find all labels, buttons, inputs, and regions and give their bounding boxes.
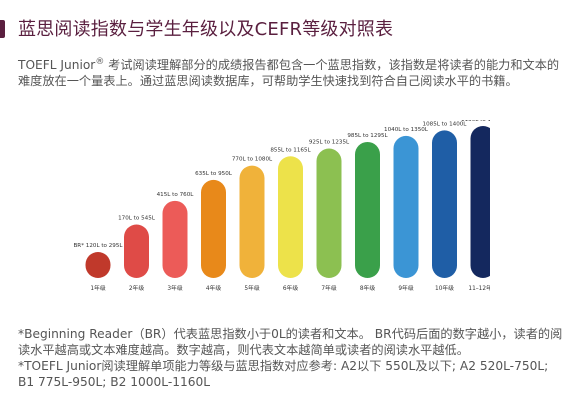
range-label-2: 170L to 545L [118, 215, 156, 221]
bar-grade-9 [393, 135, 419, 278]
grade-label-3: 3年级 [167, 284, 182, 292]
grade-label-4: 4年级 [206, 284, 221, 292]
grade-label-8: 8年级 [360, 284, 375, 292]
bar-grade-7 [316, 148, 342, 278]
bar-grade-2 [124, 224, 149, 278]
grade-label-9: 9年级 [398, 284, 413, 292]
bar-grade-11 [470, 126, 490, 278]
intro-paragraph: TOEFL Junior® 考试阅读理解部分的成绩报告都包含一个蓝思指数，该指数… [18, 54, 563, 89]
grade-label-2: 2年级 [129, 284, 144, 292]
range-label-9: 1040L to 1350L [384, 127, 429, 133]
bar-grade-8 [355, 141, 380, 278]
bar-grade-4 [201, 179, 226, 278]
intro-brand: TOEFL Junior [18, 58, 96, 73]
bar-grade-5 [239, 165, 265, 278]
range-label-10: 1085L to 1400L [423, 121, 468, 127]
bar-grade-3 [162, 200, 188, 278]
range-label-5: 770L to 1080L [232, 157, 273, 163]
range-label-6: 855L to 1165L [270, 147, 311, 153]
intro-text: 考试阅读理解部分的成绩报告都包含一个蓝思指数，该指数是将读者的能力和文本的难度放… [18, 58, 560, 89]
grade-label-5: 5年级 [244, 284, 259, 292]
footnotes: *Beginning Reader（BR）代表蓝思指数小于0L的读者和文本。 B… [18, 326, 566, 390]
page-title: 蓝思阅读指数与学生年级以及CEFR等级对照表 [18, 19, 394, 40]
bar-grade-10 [432, 130, 457, 278]
lexile-grade-chart: BR* 120L to 295L 1年级 170L to 545L 2年级 415L t… [73, 120, 490, 292]
bar-grade-6 [278, 156, 303, 278]
grade-label-11: 11–12年级 [468, 284, 490, 292]
range-label-1: BR* 120L to 295L [73, 243, 123, 249]
registered-mark: ® [95, 57, 105, 67]
range-label-8: 985L to 1295L [347, 133, 388, 139]
range-label-7: 925L to 1235L [309, 140, 350, 146]
grade-label-1: 1年级 [90, 284, 105, 292]
range-label-11: 1130L to 1440L [461, 120, 490, 123]
title-accent-bar [0, 20, 5, 38]
grade-label-7: 7年级 [321, 284, 336, 292]
range-label-3: 415L to 760L [157, 192, 195, 198]
footnote-cefr: *TOEFL Junior阅读理解单项能力等级与蓝思指数对应参考: A2以下 5… [18, 359, 549, 389]
grade-label-6: 6年级 [283, 284, 298, 292]
bar-grade-1 [85, 252, 111, 278]
grade-label-10: 10年级 [435, 284, 454, 292]
footnote-br: *Beginning Reader（BR）代表蓝思指数小于0L的读者和文本。 B… [18, 327, 563, 357]
range-label-4: 635L to 950L [195, 171, 233, 177]
